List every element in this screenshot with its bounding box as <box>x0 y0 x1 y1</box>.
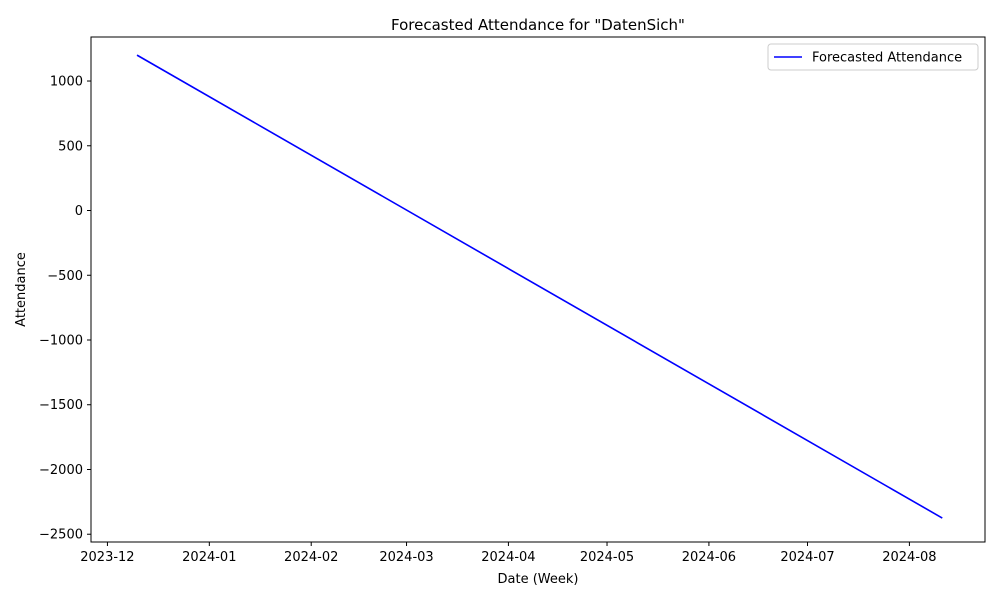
y-tick-label: −1000 <box>39 334 83 349</box>
x-tick-label: 2024-02 <box>284 550 338 565</box>
x-axis-title: Date (Week) <box>498 572 579 587</box>
y-tick-label: 1000 <box>50 75 83 90</box>
x-axis-ticks: 2023-12 2024-01 2024-02 2024-03 2024-04 2024-… <box>80 542 937 565</box>
y-tick-label: 0 <box>75 204 83 219</box>
x-tick-label: 2024-01 <box>182 550 236 565</box>
x-tick-label: 2024-07 <box>780 550 834 565</box>
y-tick-label: −2000 <box>39 463 83 478</box>
x-tick-label: 2024-05 <box>580 550 634 565</box>
chart-title: Forecasted Attendance for "DatenSich" <box>391 16 685 34</box>
x-tick-label: 2024-06 <box>682 550 736 565</box>
legend: Forecasted Attendance <box>767 43 979 71</box>
series-layer <box>136 54 943 519</box>
y-tick-label: 500 <box>58 139 83 154</box>
x-tick-label: 2023-12 <box>80 550 134 565</box>
y-tick-label: −1500 <box>39 398 83 413</box>
y-axis-ticks: 1000 500 0 −500 −1000 −1500 −2000 −2500 <box>39 75 91 543</box>
legend-box <box>767 43 979 71</box>
y-tick-label: −2500 <box>39 528 83 543</box>
x-tick-label: 2024-04 <box>481 550 535 565</box>
x-tick-label: 2024-03 <box>379 550 433 565</box>
y-tick-label: −500 <box>47 269 83 284</box>
x-tick-label: 2024-08 <box>882 550 936 565</box>
series-line-0 <box>136 54 943 519</box>
legend-label: Forecasted Attendance <box>812 51 962 66</box>
y-axis-title: Attendance <box>14 252 29 327</box>
